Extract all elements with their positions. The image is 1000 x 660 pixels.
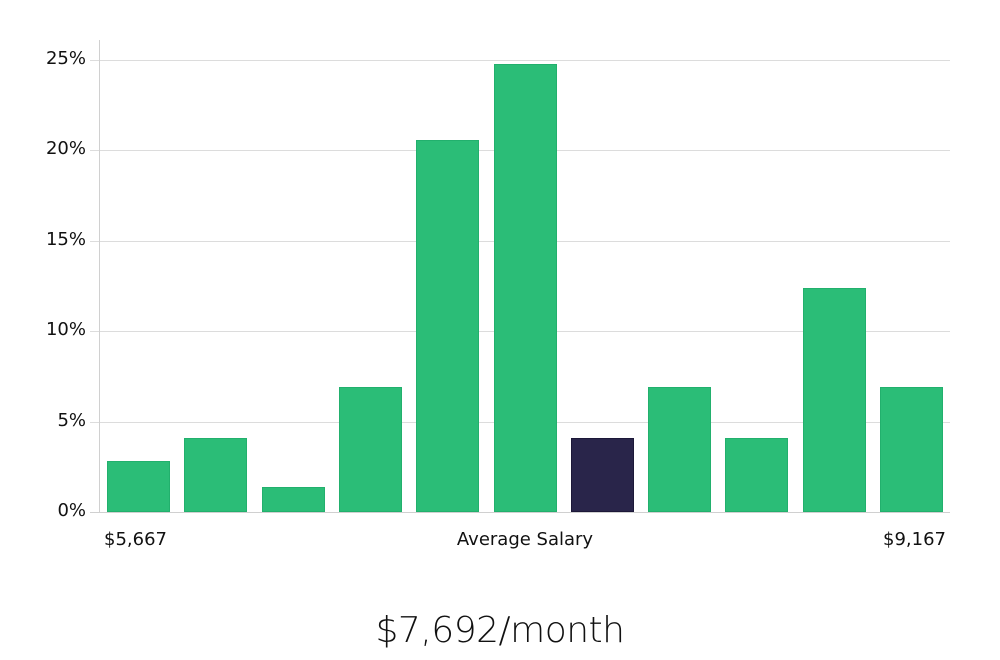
- y-tick-label: 25%: [45, 48, 86, 69]
- bar: [880, 387, 943, 512]
- x-axis-line: [90, 512, 950, 513]
- bar: [725, 438, 788, 512]
- x-axis-max-label: $9,167: [883, 529, 946, 550]
- y-tick-label: 10%: [45, 319, 86, 340]
- average-salary-value: $7,692/month: [375, 610, 625, 651]
- gridline: [90, 60, 950, 61]
- y-tick-label: 15%: [45, 229, 86, 250]
- y-tick-label: 20%: [45, 138, 86, 159]
- bar: [803, 288, 866, 512]
- y-tick-label: 5%: [57, 410, 86, 431]
- bar: [184, 438, 247, 512]
- bar: [648, 387, 711, 512]
- bar: [107, 461, 170, 512]
- bar-highlighted: [571, 438, 634, 512]
- x-axis-title: Average Salary: [456, 529, 594, 550]
- bar: [494, 64, 557, 512]
- y-tick-label: 0%: [57, 500, 86, 521]
- bar: [339, 387, 402, 512]
- bar: [262, 487, 325, 512]
- x-axis-min-label: $5,667: [104, 529, 167, 550]
- y-axis-line: [99, 40, 100, 513]
- bar: [416, 140, 479, 512]
